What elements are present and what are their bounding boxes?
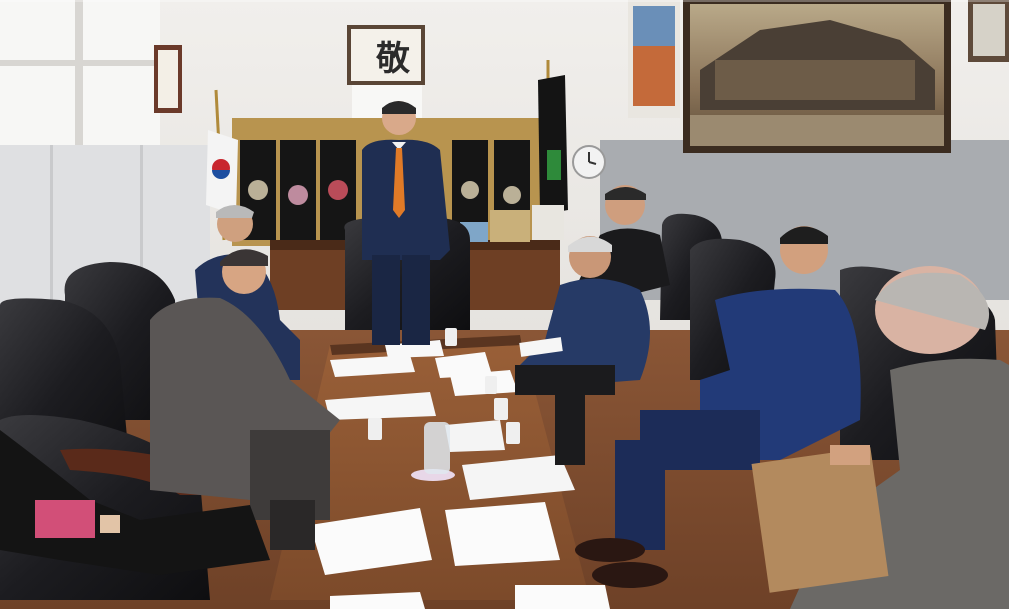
calligraphy-frame: 敬 [347,25,425,85]
pink-document [35,500,95,538]
landscape-painting [683,0,951,153]
small-painting [628,0,680,118]
framed-plaque [154,45,182,113]
window [0,0,160,145]
wall-clock [573,146,605,178]
award-plaque [490,210,530,242]
calligraphy-character: 敬 [375,39,411,79]
manila-envelope [752,447,889,592]
